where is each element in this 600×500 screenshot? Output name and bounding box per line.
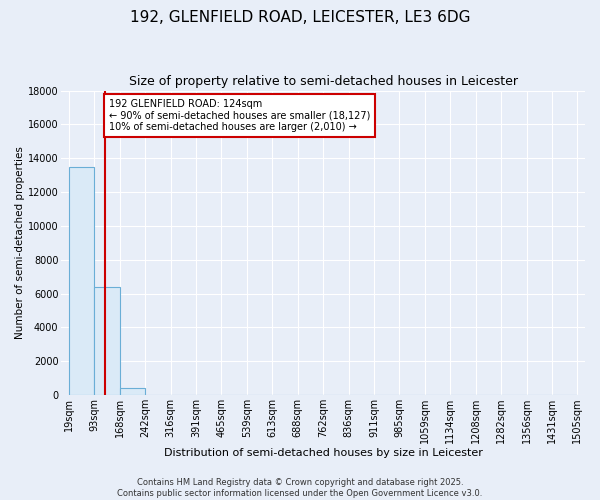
Y-axis label: Number of semi-detached properties: Number of semi-detached properties <box>15 146 25 339</box>
Title: Size of property relative to semi-detached houses in Leicester: Size of property relative to semi-detach… <box>128 75 518 88</box>
X-axis label: Distribution of semi-detached houses by size in Leicester: Distribution of semi-detached houses by … <box>164 448 482 458</box>
Bar <box>94 287 120 395</box>
Bar <box>69 166 94 395</box>
Text: 192 GLENFIELD ROAD: 124sqm
← 90% of semi-detached houses are smaller (18,127)
10: 192 GLENFIELD ROAD: 124sqm ← 90% of semi… <box>109 99 370 132</box>
Text: Contains HM Land Registry data © Crown copyright and database right 2025.
Contai: Contains HM Land Registry data © Crown c… <box>118 478 482 498</box>
Bar <box>120 388 145 395</box>
Text: 192, GLENFIELD ROAD, LEICESTER, LE3 6DG: 192, GLENFIELD ROAD, LEICESTER, LE3 6DG <box>130 10 470 25</box>
